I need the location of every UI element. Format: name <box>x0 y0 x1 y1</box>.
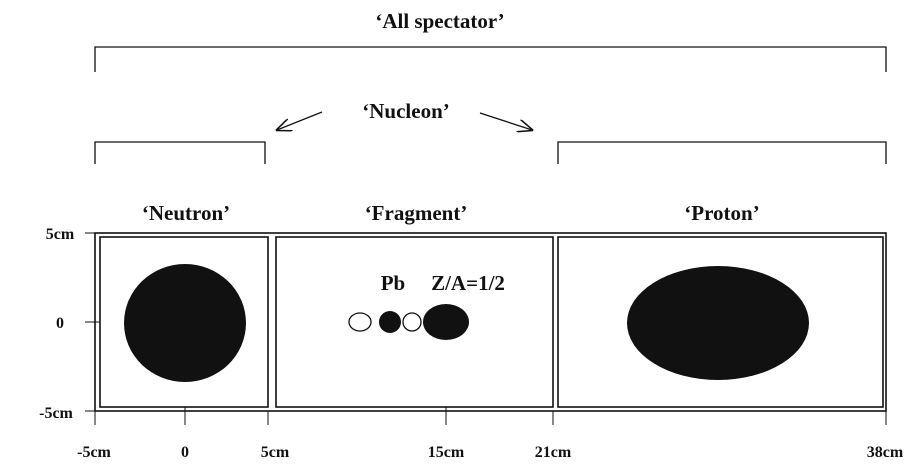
region-label: ‘Proton’ <box>684 201 759 225</box>
fragment-spot <box>423 304 469 340</box>
neutron-bracket <box>94 141 266 164</box>
element-label: Pb <box>381 271 406 295</box>
all-bracket <box>94 46 887 72</box>
x-tick-label: 21cm <box>535 444 572 461</box>
fragment-box <box>275 236 554 408</box>
neutron-spot <box>124 264 246 382</box>
region-label: ‘Neutron’ <box>142 201 230 225</box>
region-label: ‘Fragment’ <box>365 201 468 225</box>
proton-spot <box>627 266 809 380</box>
x-tick-label: -5cm <box>77 444 111 461</box>
arrow <box>479 112 532 130</box>
proton-box <box>557 236 884 408</box>
x-tick-label: 0 <box>181 444 189 461</box>
nucleon-label: ‘Nucleon’ <box>362 99 450 123</box>
title: ‘All spectator’ <box>375 9 504 33</box>
y-tick-label: 0 <box>56 315 64 332</box>
y-tick-label: -5cm <box>39 405 73 422</box>
ratio-label: Z/A=1/2 <box>431 271 505 295</box>
proton-bracket <box>557 141 887 164</box>
x-tick-label: 38cm <box>867 444 904 461</box>
fragment-spot <box>348 312 372 332</box>
fragment-spot <box>402 312 422 332</box>
x-tick-label: 5cm <box>261 444 290 461</box>
y-tick-label: 5cm <box>46 226 75 243</box>
fragment-spot <box>379 311 401 333</box>
arrow <box>277 111 323 130</box>
x-tick-label: 15cm <box>428 444 465 461</box>
